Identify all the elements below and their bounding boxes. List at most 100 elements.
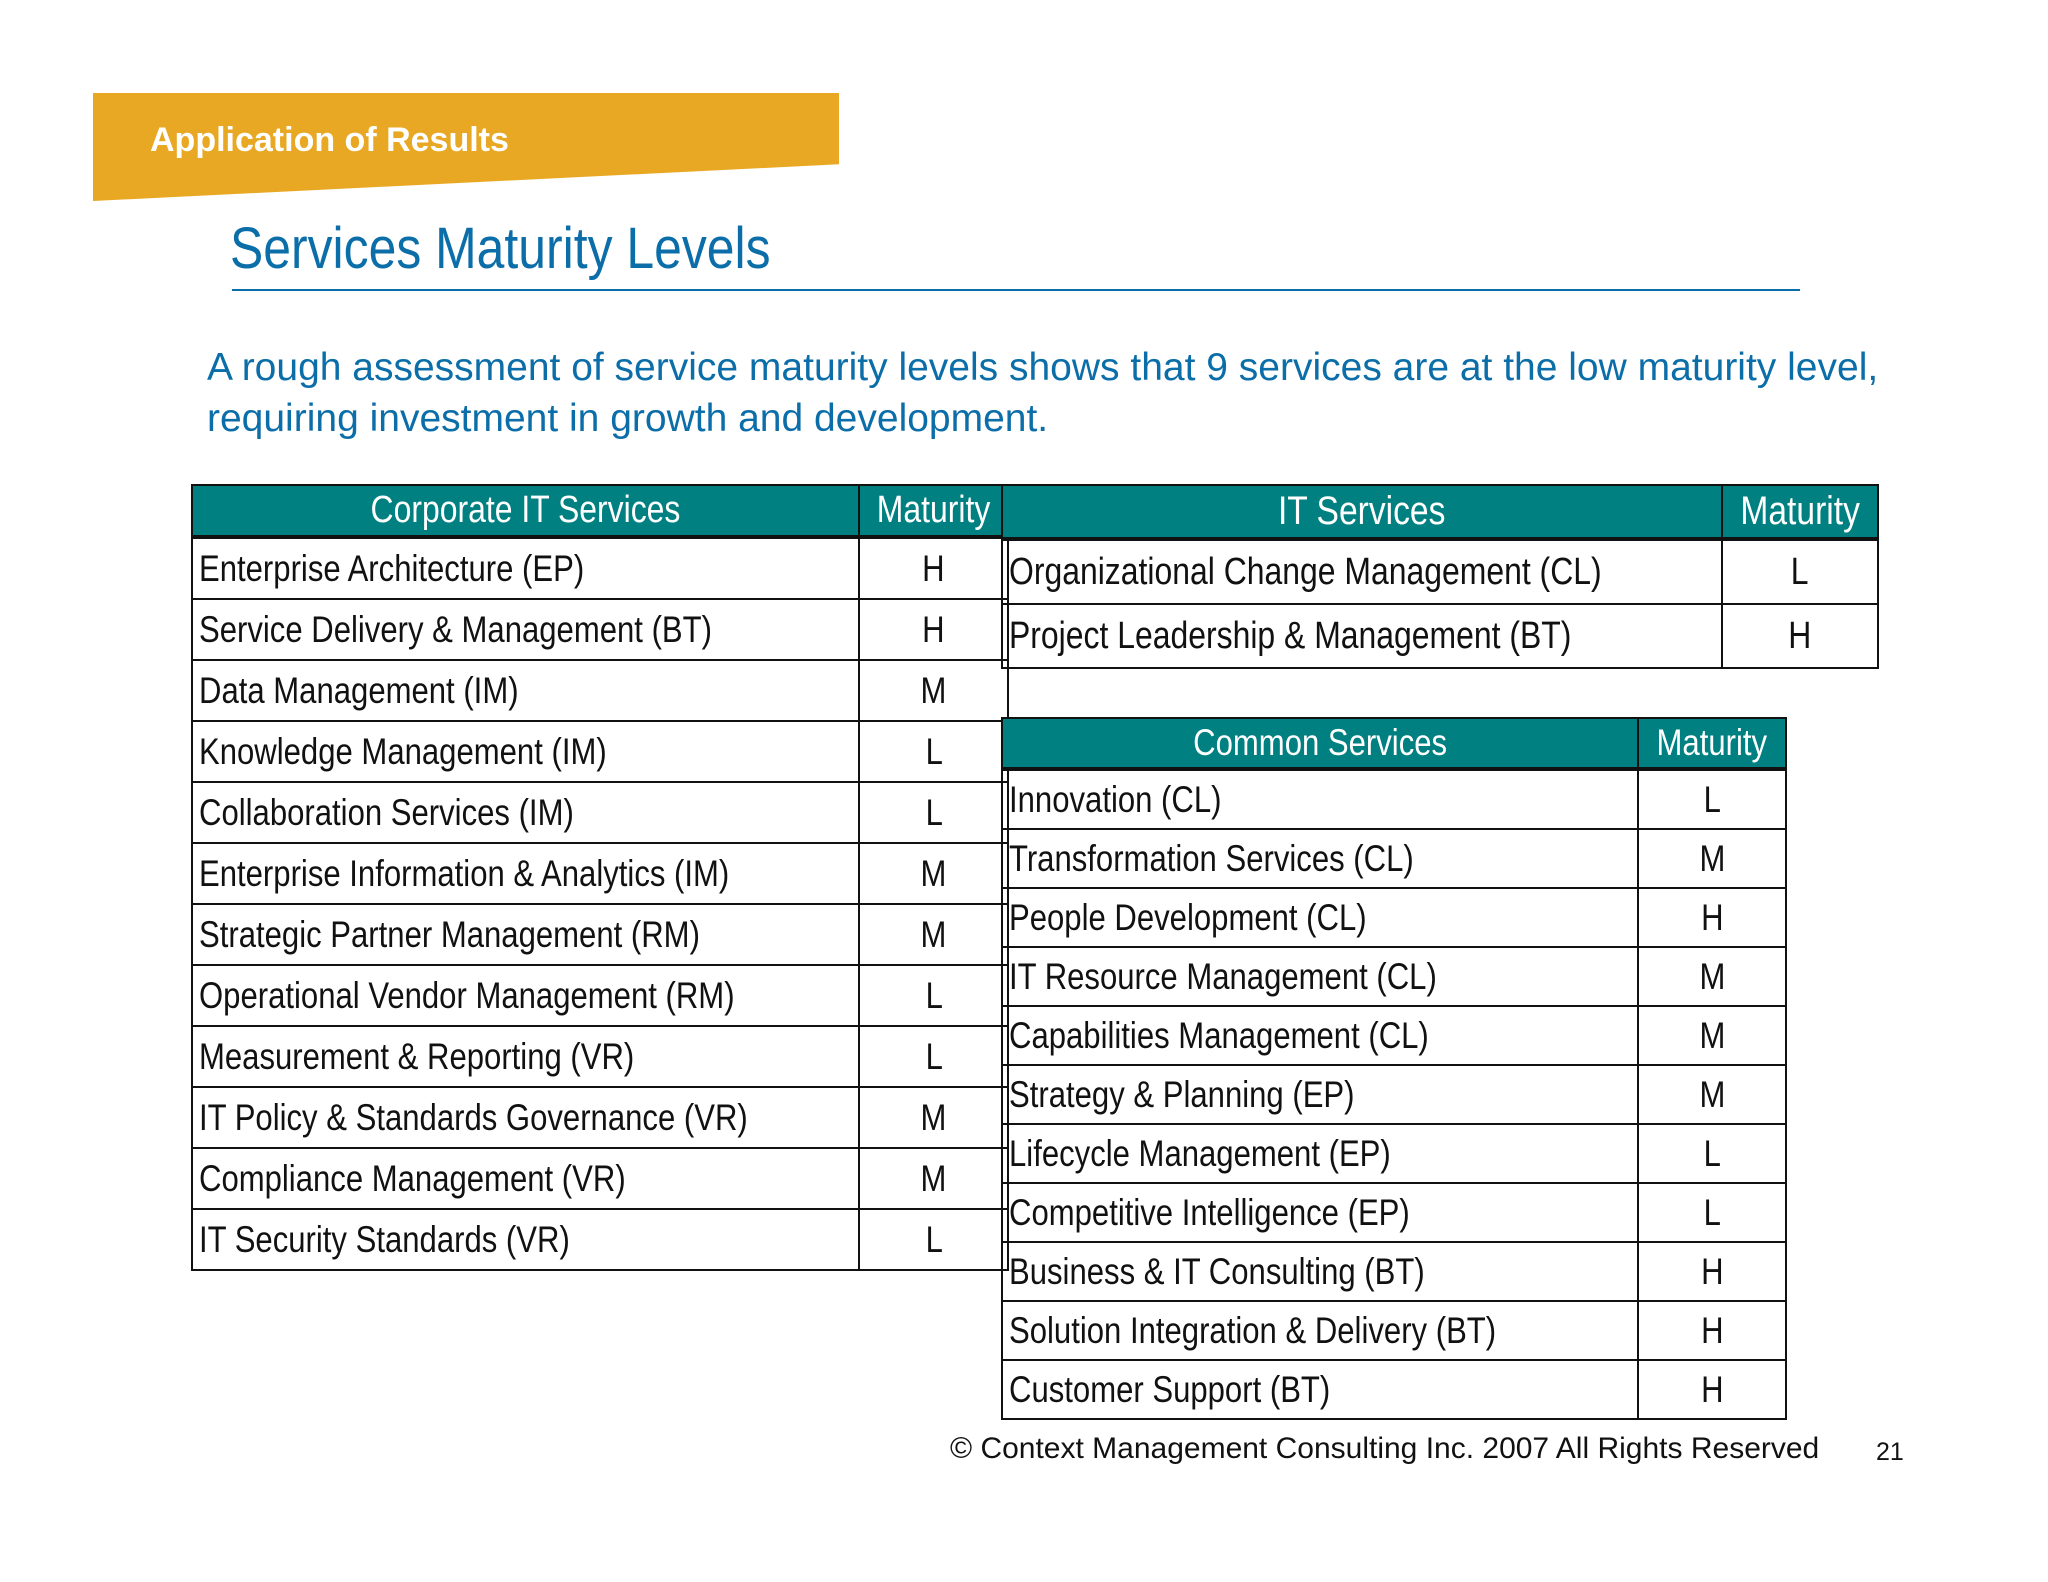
maturity-cell: M (1637, 1005, 1787, 1066)
service-name: Lifecycle Management (EP) (1009, 1132, 1391, 1174)
maturity-cell: M (858, 1147, 1010, 1210)
table-header-row: IT Services Maturity (1001, 484, 1879, 541)
table-row: Operational Vendor Management (RM) L (190, 964, 1010, 1027)
table-row: Organizational Change Management (CL) L (1001, 538, 1879, 605)
service-name: Enterprise Architecture (EP) (199, 547, 585, 589)
column-header-maturity: Maturity (1720, 484, 1879, 541)
maturity-value: M (920, 913, 947, 955)
service-name: Strategic Partner Management (RM) (199, 913, 700, 955)
service-name: Service Delivery & Management (BT) (199, 608, 712, 650)
maturity-value: M (920, 1096, 947, 1138)
maturity-value: L (925, 1218, 943, 1260)
maturity-value: H (1700, 1309, 1724, 1351)
maturity-value: H (922, 608, 946, 650)
table-row: Enterprise Information & Analytics (IM) M (190, 842, 1010, 905)
maturity-value: H (922, 547, 946, 589)
maturity-cell: H (1637, 1359, 1787, 1420)
service-name-cell: Lifecycle Management (EP) (1001, 1123, 1639, 1184)
service-name: Operational Vendor Management (RM) (199, 974, 735, 1016)
table-row: Lifecycle Management (EP) L (1001, 1123, 1787, 1184)
maturity-cell: H (1637, 887, 1787, 948)
service-name-cell: Enterprise Information & Analytics (IM) (190, 842, 861, 905)
table-row: Enterprise Architecture (EP) H (190, 536, 1010, 600)
maturity-value: L (925, 974, 943, 1016)
maturity-value: M (920, 669, 947, 711)
service-name-cell: Strategy & Planning (EP) (1001, 1064, 1639, 1125)
table-row: Solution Integration & Delivery (BT) H (1001, 1300, 1787, 1361)
table-row: Collaboration Services (IM) L (190, 781, 1010, 844)
table-row: IT Security Standards (VR) L (190, 1208, 1010, 1271)
maturity-value: H (1700, 896, 1724, 938)
service-name: Solution Integration & Delivery (BT) (1009, 1309, 1497, 1351)
maturity-value: M (1699, 837, 1725, 879)
maturity-value: M (920, 1157, 947, 1199)
maturity-cell: H (1637, 1300, 1787, 1361)
service-name: Enterprise Information & Analytics (IM) (199, 852, 730, 894)
maturity-cell: L (858, 1025, 1010, 1088)
service-name-cell: Enterprise Architecture (EP) (190, 536, 861, 600)
service-name-cell: Competitive Intelligence (EP) (1001, 1182, 1639, 1243)
table-row: Transformation Services (CL) M (1001, 828, 1787, 889)
maturity-value: L (1703, 1132, 1721, 1174)
column-header-service: Common Services (1001, 717, 1639, 771)
service-name-cell: Project Leadership & Management (BT) (1001, 603, 1723, 669)
maturity-value: L (1703, 778, 1721, 820)
service-name: Capabilities Management (CL) (1009, 1014, 1429, 1056)
service-name: IT Resource Management (CL) (1009, 955, 1437, 997)
maturity-cell: L (1637, 1182, 1787, 1243)
table-header-row: Corporate IT Services Maturity (190, 484, 1010, 539)
table-row: Service Delivery & Management (BT) H (190, 598, 1010, 661)
page-title: Services Maturity Levels (230, 216, 771, 281)
maturity-cell: M (858, 842, 1010, 905)
service-name: Business & IT Consulting (BT) (1009, 1250, 1425, 1292)
table-row: Measurement & Reporting (VR) L (190, 1025, 1010, 1088)
service-name-cell: Service Delivery & Management (BT) (190, 598, 861, 661)
service-name: IT Security Standards (VR) (199, 1218, 570, 1260)
maturity-value: M (1699, 1073, 1725, 1115)
column-header-service: Corporate IT Services (190, 484, 861, 539)
it-services-table: IT Services Maturity Organizational Chan… (1001, 484, 1879, 669)
service-name: IT Policy & Standards Governance (VR) (199, 1096, 748, 1138)
maturity-cell: M (1637, 1064, 1787, 1125)
maturity-cell: H (858, 536, 1010, 600)
page-number: 21 (1876, 1438, 1904, 1466)
maturity-value: L (925, 730, 943, 772)
column-header-service: IT Services (1001, 484, 1723, 541)
service-name-cell: Compliance Management (VR) (190, 1147, 861, 1210)
table-row: IT Policy & Standards Governance (VR) M (190, 1086, 1010, 1149)
service-name: Organizational Change Management (CL) (1009, 550, 1602, 593)
column-header-maturity: Maturity (858, 484, 1010, 539)
service-name-cell: Strategic Partner Management (RM) (190, 903, 861, 966)
maturity-cell: H (1637, 1241, 1787, 1302)
service-name: Collaboration Services (IM) (199, 791, 574, 833)
maturity-cell: M (858, 903, 1010, 966)
maturity-cell: H (1720, 603, 1879, 669)
service-name-cell: Collaboration Services (IM) (190, 781, 861, 844)
maturity-value: M (1699, 1014, 1725, 1056)
service-name-cell: IT Resource Management (CL) (1001, 946, 1639, 1007)
service-name: Project Leadership & Management (BT) (1009, 614, 1572, 657)
table-row: IT Resource Management (CL) M (1001, 946, 1787, 1007)
service-name-cell: Customer Support (BT) (1001, 1359, 1639, 1420)
table-row: People Development (CL) H (1001, 887, 1787, 948)
title-divider (232, 289, 1800, 291)
common-services-table: Common Services Maturity Innovation (CL)… (1001, 717, 1787, 1420)
table-row: Compliance Management (VR) M (190, 1147, 1010, 1210)
service-name-cell: Measurement & Reporting (VR) (190, 1025, 861, 1088)
table-row: Strategic Partner Management (RM) M (190, 903, 1010, 966)
service-name-cell: Capabilities Management (CL) (1001, 1005, 1639, 1066)
maturity-cell: M (858, 659, 1010, 722)
service-name: Customer Support (BT) (1009, 1368, 1331, 1410)
maturity-cell: L (1637, 768, 1787, 830)
service-name: Data Management (IM) (199, 669, 519, 711)
maturity-cell: M (1637, 828, 1787, 889)
service-name: Transformation Services (CL) (1009, 837, 1414, 879)
column-header-maturity: Maturity (1637, 717, 1787, 771)
table-row: Project Leadership & Management (BT) H (1001, 603, 1879, 669)
service-name-cell: Organizational Change Management (CL) (1001, 538, 1723, 605)
service-name: People Development (CL) (1009, 896, 1367, 938)
copyright-notice: © Context Management Consulting Inc. 200… (950, 1432, 1820, 1465)
maturity-value: M (920, 852, 947, 894)
service-name: Innovation (CL) (1009, 778, 1222, 820)
service-name-cell: IT Security Standards (VR) (190, 1208, 861, 1271)
